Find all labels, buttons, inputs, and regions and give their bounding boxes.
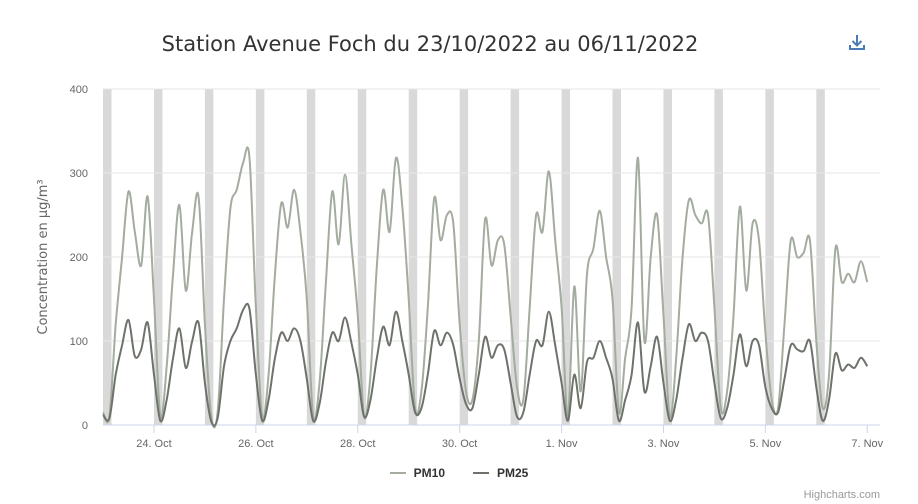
legend-label: PM25 [497, 466, 529, 480]
y-tick-label: 100 [70, 336, 88, 348]
x-tick-label: 28. Oct [340, 438, 375, 450]
x-tick-label: 24. Oct [136, 438, 171, 450]
series-line-pm25 [102, 302, 869, 427]
x-tick-label: 3. Nov [648, 438, 680, 450]
y-tick-label: 300 [70, 168, 88, 180]
x-tick-label: 30. Oct [442, 438, 477, 450]
legend-swatch [473, 472, 489, 474]
y-tick-label: 400 [70, 84, 88, 96]
y-axis-title: Concentration en µg/m³ [36, 179, 51, 334]
legend-item-pm10[interactable]: PM10 [389, 466, 445, 480]
x-tick-label: 1. Nov [546, 438, 578, 450]
x-tick-label: 7. Nov [851, 438, 883, 450]
legend-label: PM10 [413, 466, 445, 480]
export-button[interactable] [844, 30, 870, 56]
y-tick-label: 200 [70, 252, 88, 264]
legend-swatch [389, 472, 406, 474]
download-icon [849, 35, 865, 50]
x-tick-label: 5. Nov [749, 438, 781, 450]
chart-title: Station Avenue Foch du 23/10/2022 au 06/… [161, 32, 699, 56]
legend-item-pm25[interactable]: PM25 [473, 466, 528, 480]
legend: PM10 PM25 [0, 463, 918, 480]
series-line-pm10 [102, 146, 869, 429]
y-tick-label: 0 [82, 420, 88, 432]
x-tick-label: 26. Oct [238, 438, 273, 450]
credits-link[interactable]: Highcharts.com [803, 489, 880, 501]
